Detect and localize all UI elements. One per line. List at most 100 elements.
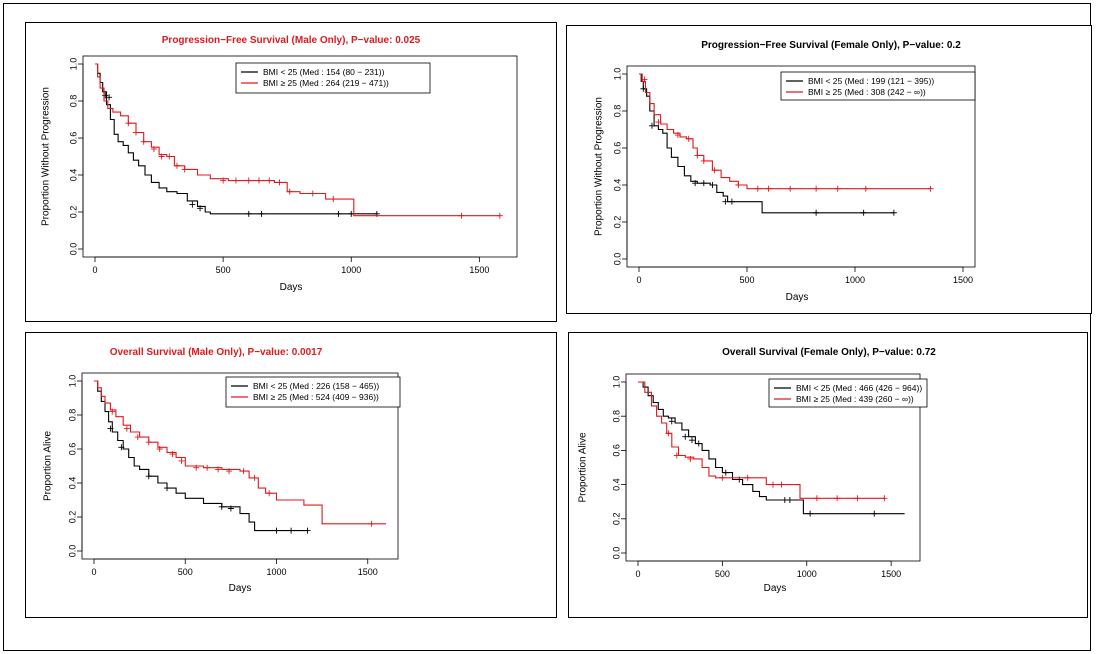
censor-mark xyxy=(330,196,337,203)
y-tick-label: 0.2 xyxy=(67,511,77,524)
censor-mark xyxy=(220,177,227,184)
censor-mark xyxy=(266,177,273,184)
x-tick-label: 0 xyxy=(91,567,96,577)
y-tick-label: 0.0 xyxy=(611,547,621,560)
legend-box xyxy=(235,62,431,94)
chart-title: Progression−Free Survival (Female Only),… xyxy=(701,40,961,51)
chart-os-male: Overall Survival (Male Only), P−value: 0… xyxy=(43,347,401,594)
legend-entry: BMI < 25 (Med : 199 (121 − 395)) xyxy=(808,76,934,86)
y-tick-label: 0.2 xyxy=(611,513,621,526)
censor-mark xyxy=(890,209,897,216)
censor-mark xyxy=(695,440,702,447)
censor-mark xyxy=(813,495,820,502)
censor-mark xyxy=(694,152,701,159)
chart-title: Overall Survival (Female Only), P−value:… xyxy=(722,347,936,358)
chart-pfs-male: Progression−Free Survival (Male Only), P… xyxy=(41,35,518,293)
censor-mark xyxy=(700,157,707,164)
censor-mark xyxy=(189,201,196,208)
censor-mark xyxy=(711,167,718,174)
legend-entry: BMI < 25 (Med : 226 (158 − 465)) xyxy=(253,381,379,391)
censor-mark xyxy=(754,185,761,192)
censor-mark xyxy=(781,496,788,503)
censor-mark xyxy=(276,179,283,186)
censor-mark xyxy=(881,495,888,502)
chart-os-female: Overall Survival (Female Only), P−value:… xyxy=(578,347,937,594)
censor-mark xyxy=(156,446,163,452)
y-tick-label: 0.4 xyxy=(67,477,77,490)
censor-mark xyxy=(304,527,311,534)
legend-box xyxy=(780,71,976,101)
censor-mark xyxy=(834,185,841,192)
chart-title: Overall Survival (Male Only), P−value: 0… xyxy=(110,347,323,358)
x-tick-label: 500 xyxy=(739,275,754,285)
censor-mark xyxy=(778,481,785,488)
y-tick-label: 0.2 xyxy=(612,216,622,229)
y-tick-label: 0.2 xyxy=(68,206,78,219)
censor-mark xyxy=(181,166,188,173)
censor-mark xyxy=(218,503,225,510)
legend-entry: BMI < 25 (Med : 466 (426 − 964)) xyxy=(796,383,922,393)
y-tick-label: 1.0 xyxy=(68,58,78,71)
censor-mark xyxy=(123,425,130,432)
series-line-bmi-25-plus xyxy=(638,381,885,499)
censor-mark xyxy=(286,188,293,195)
censor-mark xyxy=(719,474,726,481)
censor-mark xyxy=(682,433,689,440)
censor-mark xyxy=(193,464,200,471)
y-tick-label: 0.6 xyxy=(68,132,78,145)
censor-mark xyxy=(169,451,176,458)
censor-mark xyxy=(240,468,247,475)
censor-mark xyxy=(722,469,729,476)
y-tick-label: 1.0 xyxy=(67,375,77,388)
series-line-bmi-under-25 xyxy=(95,63,377,215)
censor-mark xyxy=(813,185,820,192)
y-tick-label: 0.8 xyxy=(68,95,78,108)
censor-mark xyxy=(335,210,342,217)
panel-pfs-female: Progression−Free Survival (Female Only),… xyxy=(566,25,1092,314)
panel-os-male: Overall Survival (Male Only), P−value: 0… xyxy=(25,332,557,618)
censor-mark xyxy=(765,185,772,192)
censor-mark xyxy=(687,455,694,462)
y-tick-label: 0.8 xyxy=(611,410,621,423)
legend-entry: BMI ≥ 25 (Med : 264 (219 − 471)) xyxy=(263,78,389,88)
legend-box xyxy=(768,378,928,408)
censor-mark xyxy=(770,481,776,488)
censor-mark xyxy=(102,92,109,99)
censor-mark xyxy=(309,190,316,197)
censor-mark xyxy=(728,198,735,205)
censor-mark xyxy=(118,444,125,451)
censor-mark xyxy=(665,430,672,437)
censor-mark xyxy=(125,120,132,127)
censor-mark xyxy=(689,437,695,444)
y-axis-label: Proportion Without Progression xyxy=(594,97,605,236)
x-tick-label: 500 xyxy=(178,567,193,577)
y-tick-label: 0.4 xyxy=(612,179,622,192)
censor-mark xyxy=(107,425,114,432)
censor-mark xyxy=(164,485,170,492)
x-tick-label: 1000 xyxy=(845,275,865,285)
y-tick-label: 0.6 xyxy=(611,444,621,457)
x-axis-label: Days xyxy=(764,583,787,594)
y-axis-label: Proportion Alive xyxy=(43,431,54,501)
censor-mark xyxy=(700,180,707,187)
censor-mark xyxy=(735,182,742,188)
censor-mark xyxy=(709,182,716,188)
y-tick-label: 1.0 xyxy=(611,376,621,389)
x-axis-label: Days xyxy=(280,282,303,293)
x-tick-label: 1500 xyxy=(358,567,378,577)
legend-entry: BMI ≥ 25 (Med : 439 (260 − ∞)) xyxy=(796,394,914,404)
censor-mark xyxy=(256,177,262,184)
censor-mark xyxy=(692,180,699,187)
y-tick-label: 0.8 xyxy=(67,409,77,422)
x-tick-label: 0 xyxy=(92,265,97,275)
censor-mark xyxy=(744,474,751,481)
y-tick-label: 0.4 xyxy=(611,478,621,491)
censor-mark xyxy=(641,76,648,83)
censor-mark xyxy=(197,205,204,212)
censor-mark xyxy=(862,185,869,192)
x-tick-label: 1500 xyxy=(953,275,973,285)
chart-title: Progression−Free Survival (Male Only), P… xyxy=(162,35,421,46)
censor-mark xyxy=(215,466,222,473)
censor-mark xyxy=(232,177,239,184)
censor-mark xyxy=(106,94,113,101)
